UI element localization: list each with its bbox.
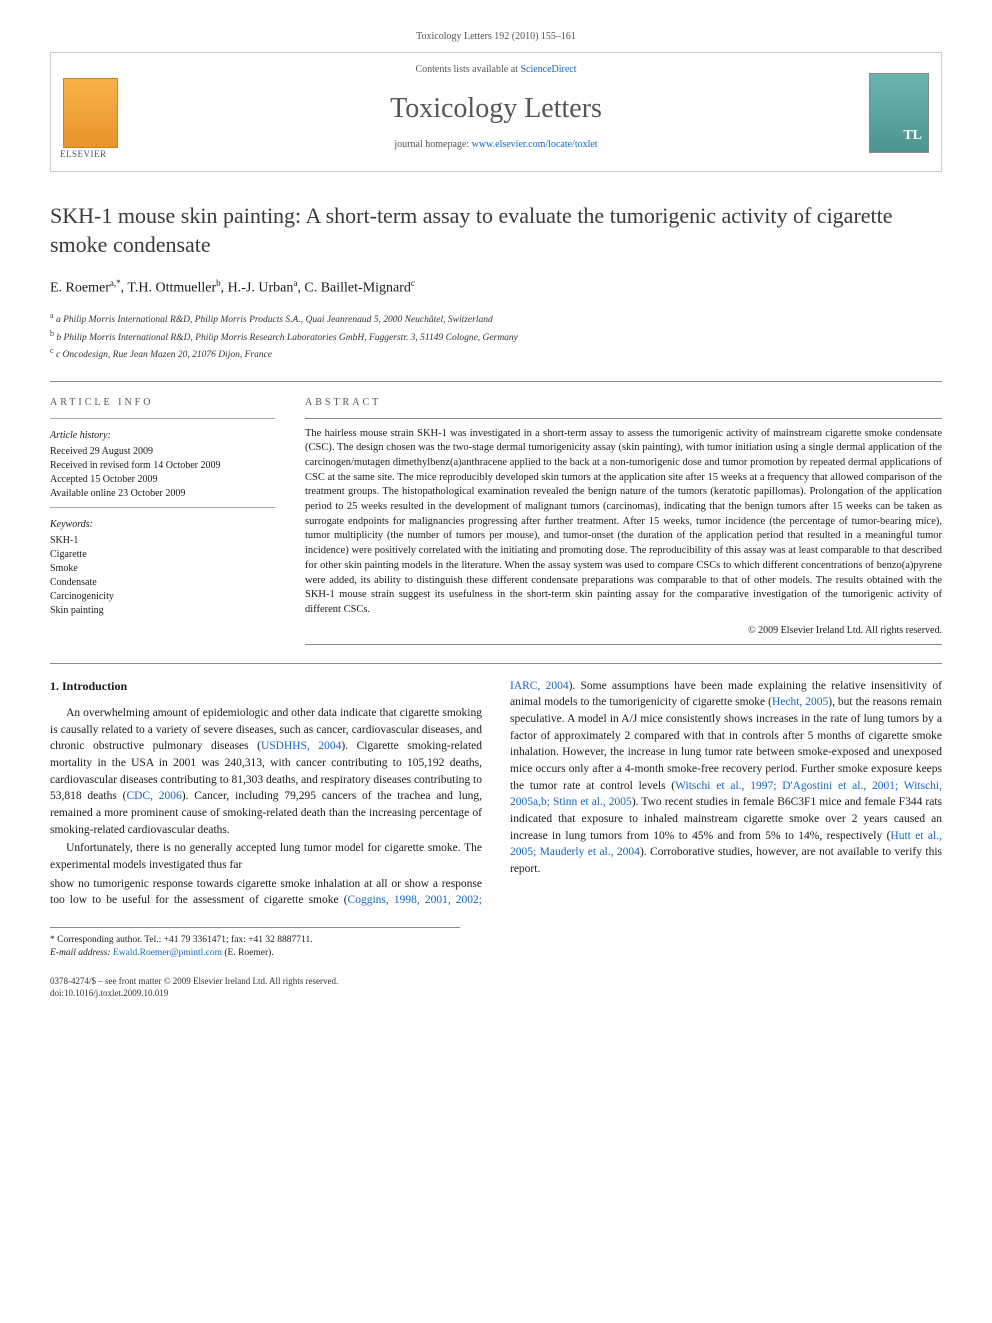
keyword: Cigarette bbox=[50, 548, 275, 562]
doi-line: doi:10.1016/j.toxlet.2009.10.019 bbox=[50, 987, 942, 1000]
history-item: Received in revised form 14 October 2009 bbox=[50, 459, 275, 473]
abstract-panel: ABSTRACT The hairless mouse strain SKH-1… bbox=[305, 396, 942, 645]
issn-copyright-line: 0378-4274/$ – see front matter © 2009 El… bbox=[50, 975, 942, 988]
citation-link[interactable]: CDC, 2006 bbox=[126, 790, 181, 802]
affil-marker: a bbox=[293, 278, 297, 288]
keyword: Smoke bbox=[50, 562, 275, 576]
affiliation: c c Oncodesign, Rue Jean Mazen 20, 21076… bbox=[50, 345, 942, 362]
history-label: Article history: bbox=[50, 429, 275, 443]
affil-marker: a,* bbox=[110, 278, 121, 288]
affil-marker: b bbox=[216, 278, 221, 288]
contents-available-line: Contents lists available at ScienceDirec… bbox=[66, 63, 926, 77]
article-footer-meta: 0378-4274/$ – see front matter © 2009 El… bbox=[50, 975, 942, 1000]
article-body: 1. Introduction An overwhelming amount o… bbox=[50, 678, 942, 909]
affiliation: b b Philip Morris International R&D, Phi… bbox=[50, 328, 942, 345]
abstract-heading: ABSTRACT bbox=[305, 396, 942, 410]
author: E. Roemer bbox=[50, 281, 110, 296]
article-info-panel: ARTICLE INFO Article history: Received 2… bbox=[50, 396, 275, 645]
abstract-text: The hairless mouse strain SKH-1 was inve… bbox=[305, 427, 942, 618]
affiliation-list: a a Philip Morris International R&D, Phi… bbox=[50, 310, 942, 362]
affiliation: a a Philip Morris International R&D, Phi… bbox=[50, 310, 942, 327]
sciencedirect-link[interactable]: ScienceDirect bbox=[520, 64, 576, 75]
homepage-prefix: journal homepage: bbox=[394, 139, 471, 150]
journal-name: Toxicology Letters bbox=[66, 89, 926, 128]
keyword: Carcinogenicity bbox=[50, 590, 275, 604]
author: T.H. Ottmueller bbox=[127, 281, 216, 296]
article-title: SKH-1 mouse skin painting: A short-term … bbox=[50, 202, 942, 259]
section-heading: 1. Introduction bbox=[50, 678, 482, 695]
keyword: SKH-1 bbox=[50, 534, 275, 548]
divider bbox=[50, 381, 942, 382]
corr-author-line: * Corresponding author. Tel.: +41 79 336… bbox=[50, 934, 460, 947]
citation-link[interactable]: USDHHS, 2004 bbox=[261, 740, 341, 752]
history-item: Accepted 15 October 2009 bbox=[50, 473, 275, 487]
history-item: Available online 23 October 2009 bbox=[50, 487, 275, 501]
author-list: E. Roemera,*, T.H. Ottmuellerb, H.-J. Ur… bbox=[50, 277, 942, 298]
keywords-label: Keywords: bbox=[50, 518, 275, 532]
journal-cover-thumbnail bbox=[869, 73, 929, 153]
history-item: Received 29 August 2009 bbox=[50, 445, 275, 459]
journal-homepage-line: journal homepage: www.elsevier.com/locat… bbox=[66, 138, 926, 152]
corr-email-line: E-mail address: Ewald.Roemer@pmintl.com … bbox=[50, 947, 460, 960]
keyword: Condensate bbox=[50, 576, 275, 590]
keyword: Skin painting bbox=[50, 604, 275, 618]
body-paragraph: Unfortunately, there is no generally acc… bbox=[50, 840, 482, 873]
contents-prefix: Contents lists available at bbox=[415, 64, 520, 75]
running-head: Toxicology Letters 192 (2010) 155–161 bbox=[50, 30, 942, 44]
author: H.-J. Urban bbox=[228, 281, 294, 296]
elsevier-logo-icon bbox=[63, 78, 118, 148]
divider bbox=[50, 663, 942, 664]
corresponding-author-footnote: * Corresponding author. Tel.: +41 79 336… bbox=[50, 927, 460, 961]
citation-link[interactable]: Hecht, 2005 bbox=[772, 696, 828, 708]
journal-header: Contents lists available at ScienceDirec… bbox=[50, 52, 942, 172]
journal-homepage-link[interactable]: www.elsevier.com/locate/toxlet bbox=[472, 139, 598, 150]
author: C. Baillet-Mignard bbox=[304, 281, 411, 296]
article-info-heading: ARTICLE INFO bbox=[50, 396, 275, 410]
abstract-copyright: © 2009 Elsevier Ireland Ltd. All rights … bbox=[305, 624, 942, 638]
affil-marker: c bbox=[411, 278, 415, 288]
corr-email-link[interactable]: Ewald.Roemer@pmintl.com bbox=[113, 948, 222, 958]
body-paragraph: An overwhelming amount of epidemiologic … bbox=[50, 705, 482, 838]
